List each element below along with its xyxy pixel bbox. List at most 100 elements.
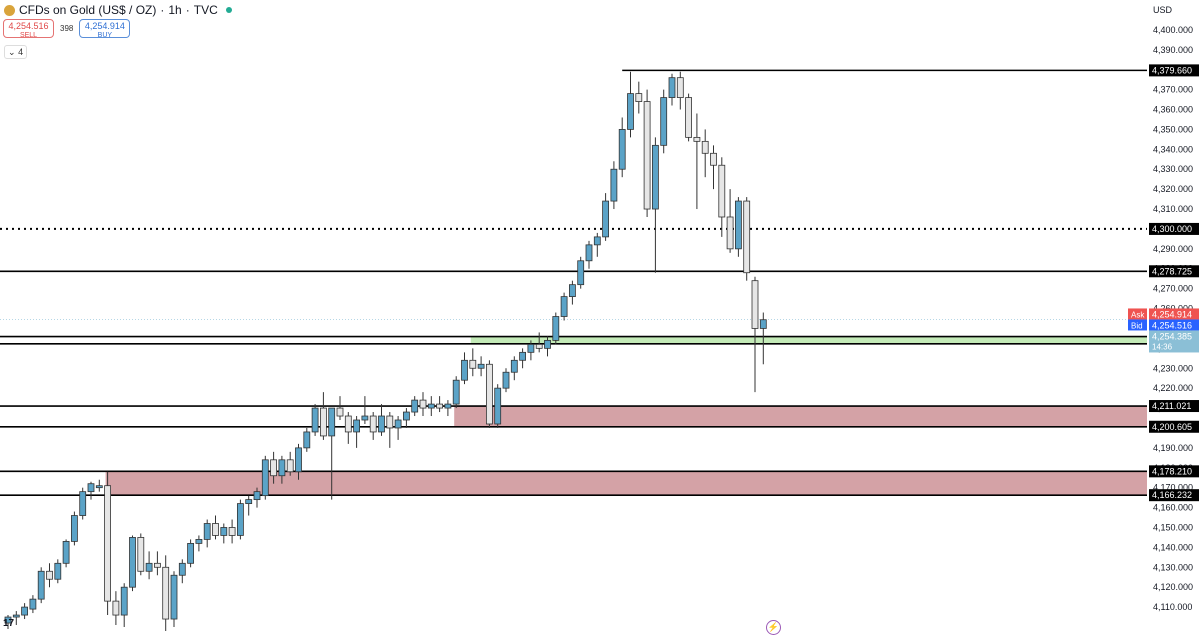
candle-body — [261, 459, 269, 497]
candle-body — [46, 570, 53, 580]
candle-body — [685, 97, 692, 138]
candle-body — [444, 403, 452, 409]
spread-value: 398 — [60, 24, 74, 33]
price-marker-box — [1149, 330, 1199, 353]
candle-body — [37, 570, 45, 600]
candle-body — [328, 407, 336, 437]
candle-body — [593, 236, 601, 246]
level-price-tag — [1149, 265, 1199, 278]
candle-body — [187, 543, 195, 564]
candle-body — [461, 359, 468, 381]
level-price-label: 4,166.232 — [1152, 490, 1192, 500]
candle-body — [104, 485, 111, 602]
candle-body — [270, 459, 278, 477]
candle-body — [751, 280, 759, 329]
candle-body — [519, 351, 526, 361]
price-marker-tag — [1128, 308, 1147, 320]
lightning-icon[interactable]: ⚡ — [766, 620, 781, 635]
buy-button[interactable]: 4,254.914 BUY — [79, 19, 131, 39]
y-tick-label: 4,350.000 — [1153, 124, 1193, 134]
candle-body — [627, 93, 634, 130]
candle-body — [494, 387, 502, 425]
level-price-tag — [1149, 64, 1199, 77]
candle-body — [253, 491, 261, 501]
candle-body — [220, 527, 228, 536]
candle-body — [394, 419, 402, 429]
candle-body — [527, 343, 535, 353]
interval-label[interactable]: 1h — [168, 3, 182, 17]
indicators-count: 4 — [18, 47, 24, 57]
market-open-icon — [225, 7, 232, 13]
candle-body — [71, 515, 78, 542]
y-tick-label: 4,110.000 — [1153, 602, 1192, 612]
chevron-down-icon: ⌄ — [8, 47, 16, 57]
candle-body — [195, 539, 203, 544]
candle-body — [162, 566, 170, 620]
candle-body — [726, 216, 734, 250]
y-tick-label: 4,120.000 — [1153, 582, 1193, 592]
level-price-label: 4,211.021 — [1152, 401, 1191, 411]
candle-body — [95, 485, 103, 489]
candle-body — [544, 339, 551, 349]
price-marker-box — [1149, 319, 1199, 331]
candle-body — [585, 244, 593, 262]
symbol-name[interactable]: CFDs on Gold (US$ / OZ) — [19, 3, 157, 17]
candle-body — [643, 101, 651, 210]
price-marker-value: 4,254.385 — [1152, 331, 1192, 341]
candle-body — [610, 168, 618, 202]
candle-body — [402, 411, 410, 421]
candle-body — [278, 459, 286, 477]
y-tick-label: 4,290.000 — [1153, 244, 1193, 254]
candle-body — [336, 407, 344, 417]
y-tick-label: 4,130.000 — [1153, 562, 1193, 572]
candle-body — [735, 200, 742, 250]
candle-body — [485, 363, 493, 425]
level-price-label: 4,379.660 — [1152, 65, 1192, 75]
candle-body — [112, 600, 120, 616]
candle-body — [203, 523, 211, 540]
y-tick-label: 4,220.000 — [1153, 383, 1193, 393]
price-marker-label: Bid — [1131, 321, 1143, 330]
level-price-label: 4,178.210 — [1152, 466, 1192, 476]
sell-price: 4,254.516 — [8, 21, 49, 31]
level-price-label: 4,300.000 — [1152, 224, 1192, 234]
candle-body — [228, 527, 236, 536]
candle-body — [236, 503, 244, 536]
sell-button[interactable]: 4,254.516 SELL — [3, 19, 54, 39]
header-separator: · — [185, 3, 190, 17]
candle-body — [311, 407, 319, 433]
candle-body — [145, 562, 153, 572]
candle-body — [718, 164, 726, 218]
candle-body — [319, 407, 327, 437]
y-tick-label: 4,190.000 — [1153, 443, 1193, 453]
demand-zone — [470, 336, 1147, 344]
candle-body — [668, 77, 676, 98]
candle-body — [378, 415, 385, 433]
candle-body — [477, 363, 485, 369]
candle-body — [344, 415, 352, 433]
y-tick-label: 4,150.000 — [1153, 522, 1193, 532]
candle-body — [295, 447, 302, 473]
price-marker-tag — [1128, 319, 1147, 331]
tradingview-logo[interactable]: 17 — [3, 618, 15, 629]
candle-body — [386, 415, 394, 429]
source-label: TVC — [193, 3, 218, 17]
candle-body — [353, 419, 361, 433]
indicators-toggle[interactable]: ⌄ 4 — [4, 45, 28, 59]
candle-body — [469, 359, 477, 369]
candle-body — [178, 562, 186, 576]
candle-body — [502, 371, 510, 389]
candle-body — [361, 415, 369, 421]
price-marker-value: 4,254.516 — [1152, 320, 1192, 330]
y-tick-label: 4,370.000 — [1153, 85, 1193, 95]
candle-body — [577, 260, 585, 286]
candle-body — [652, 144, 659, 210]
candle-body — [676, 77, 684, 98]
candle-body — [535, 343, 543, 349]
y-tick-label: 4,400.000 — [1153, 25, 1193, 35]
candle-body — [120, 586, 128, 616]
candle-body — [569, 284, 576, 298]
candle-body — [452, 379, 460, 405]
y-tick-label: 4,320.000 — [1153, 184, 1193, 194]
